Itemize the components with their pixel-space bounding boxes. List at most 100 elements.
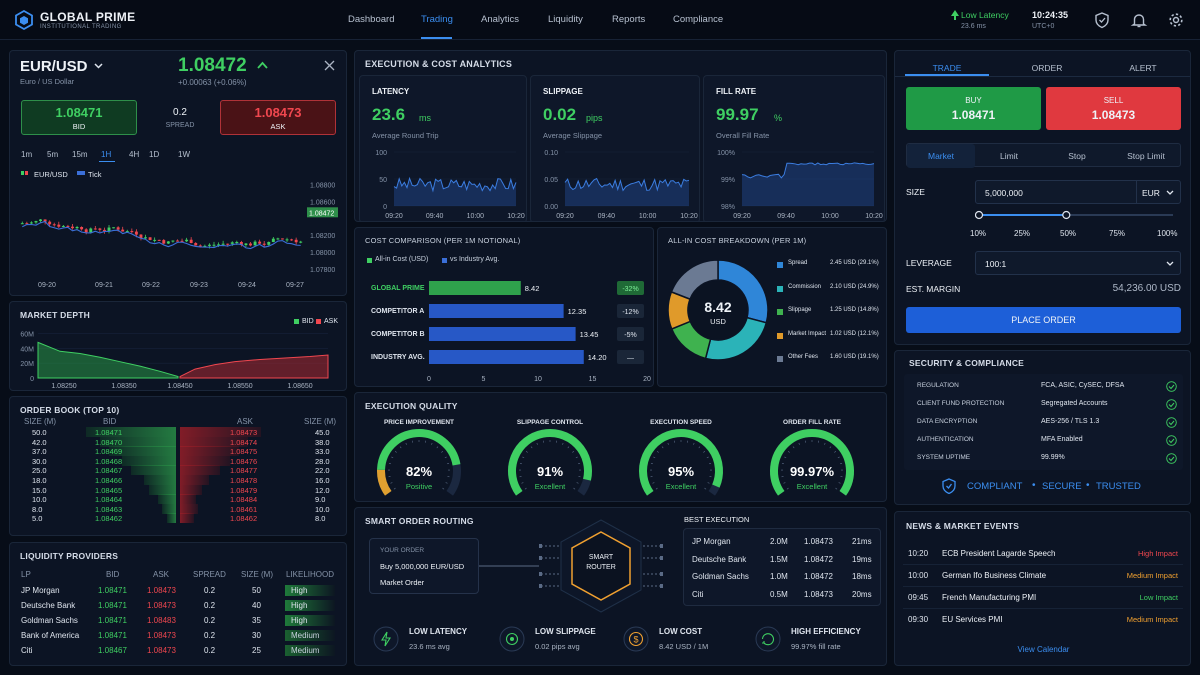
lp-row[interactable]: Goldman Sachs 1.08471 1.08483 0.2 35 High xyxy=(10,614,346,629)
depth-y-tick: 40M xyxy=(20,346,34,353)
lp-ask: 1.08473 xyxy=(147,631,176,640)
pair-symbol[interactable]: EUR/USD xyxy=(20,58,88,75)
news-row[interactable]: 10:00 German Ifo Business Climate Medium I… xyxy=(895,569,1190,589)
bid-size: 42.0 xyxy=(32,437,47,447)
order-book-row[interactable]: 30.0 1.08468 1.08476 28.0 xyxy=(10,455,346,466)
best-execution-title: BEST EXECUTION xyxy=(684,515,750,524)
gauge-tick xyxy=(693,442,695,445)
order-tab[interactable]: ORDER xyxy=(1031,63,1063,73)
order-book-row[interactable]: 15.0 1.08465 1.08479 12.0 xyxy=(10,484,346,495)
size-preset-100[interactable]: 100% xyxy=(1157,229,1178,238)
lp-row[interactable]: Deutsche Bank 1.08471 1.08473 0.2 40 High xyxy=(10,599,346,614)
timeframe-1m[interactable]: 1m xyxy=(21,150,33,159)
order-type-limit[interactable]: Limit xyxy=(1000,151,1018,161)
bid-depth-bar xyxy=(131,465,176,476)
timeframe-1h[interactable]: 1H xyxy=(101,150,112,159)
order-book-row[interactable]: 25.0 1.08467 1.08477 22.0 xyxy=(10,465,346,476)
best-execution-row[interactable]: Deutsche Bank 1.5M 1.08472 19ms xyxy=(684,555,880,570)
nav-dashboard[interactable]: Dashboard xyxy=(348,14,395,25)
timeframe-5m[interactable]: 5m xyxy=(47,150,59,159)
bid-price: 1.08464 xyxy=(95,495,123,505)
order-type-stop-limit[interactable]: Stop Limit xyxy=(1127,151,1165,161)
timeframe-4h[interactable]: 4H xyxy=(129,150,140,159)
order-book-row[interactable]: 37.0 1.08469 1.08475 33.0 xyxy=(10,446,346,457)
view-calendar-link[interactable]: View Calendar xyxy=(1017,645,1070,654)
order-book-row[interactable]: 8.0 1.08463 1.08461 10.0 xyxy=(10,503,346,514)
likelihood-bar xyxy=(285,600,335,611)
size-preset-50[interactable]: 50% xyxy=(1060,229,1077,238)
smart-order-routing-panel: SMART ORDER ROUTING YOUR ORDER Buy 5,000… xyxy=(354,507,887,666)
gauge-arc xyxy=(377,469,392,496)
shield-icon[interactable] xyxy=(1093,11,1111,29)
order-book-row[interactable]: 5.0 1.08462 1.08462 8.0 xyxy=(10,513,346,524)
close-icon[interactable] xyxy=(324,60,335,71)
nav-compliance[interactable]: Compliance xyxy=(673,14,724,25)
lp-row[interactable]: Bank of America 1.08471 1.08473 0.2 30 Medium xyxy=(10,629,346,644)
news-row[interactable]: 10:20 ECB President Lagarde Speech High Im… xyxy=(895,547,1190,567)
your-order-card: YOUR ORDER Buy 5,000,000 EUR/USD Market … xyxy=(369,538,479,594)
gauge-tick xyxy=(661,446,664,449)
timeframe-1w[interactable]: 1W xyxy=(178,150,190,159)
nav-trading[interactable]: Trading xyxy=(421,14,453,25)
size-preset-25[interactable]: 25% xyxy=(1014,229,1031,238)
candle xyxy=(239,241,243,246)
leverage-select[interactable]: 100:1 xyxy=(975,251,1181,275)
news-time: 10:00 xyxy=(908,571,929,580)
buy-price: 1.08471 xyxy=(951,107,996,122)
sell-button[interactable]: SELL 1.08473 xyxy=(1046,87,1181,130)
alert-tab[interactable]: ALERT xyxy=(1129,63,1157,73)
timeframe-15m[interactable]: 15m xyxy=(72,150,88,159)
bell-icon[interactable] xyxy=(1130,11,1148,29)
y-tick-label: 1.08800 xyxy=(310,183,335,190)
order-type-market[interactable]: Market xyxy=(907,144,975,168)
best-price: 1.08473 xyxy=(804,537,833,546)
place-order-button[interactable]: PLACE ORDER xyxy=(906,307,1181,333)
ask-size: 10.0 xyxy=(315,504,330,514)
best-execution-row[interactable]: Goldman Sachs 1.0M 1.08472 18ms xyxy=(684,572,880,587)
best-execution-row[interactable]: Citi 0.5M 1.08473 20ms xyxy=(684,590,880,605)
size-preset-10[interactable]: 10% xyxy=(970,229,987,238)
trade-tab[interactable]: TRADE xyxy=(932,63,962,73)
legend-name: Commission xyxy=(788,283,822,290)
order-type-stop[interactable]: Stop xyxy=(1068,151,1086,161)
target-icon xyxy=(499,626,525,652)
order-book-row[interactable]: 18.0 1.08466 1.08478 16.0 xyxy=(10,475,346,485)
order-book-row[interactable]: 42.0 1.08470 1.08474 38.0 xyxy=(10,436,346,447)
bid-depth-bar xyxy=(158,494,176,505)
order-book-row[interactable]: 10.0 1.08464 1.08484 9.0 xyxy=(10,494,346,505)
best-execution-row[interactable]: JP Morgan 2.0M 1.08473 21ms xyxy=(684,537,880,552)
chevron-down-icon[interactable] xyxy=(1166,261,1174,267)
chevron-down-icon[interactable] xyxy=(1166,190,1174,196)
size-slider[interactable] xyxy=(975,210,1181,220)
lp-row[interactable]: JP Morgan 1.08471 1.08473 0.2 50 High xyxy=(10,584,346,599)
bid-quote-button[interactable]: 1.08471 BID xyxy=(21,100,137,135)
size-input[interactable]: 5,000,000 EUR xyxy=(975,180,1181,204)
gauge-tick xyxy=(431,442,433,445)
order-book-row[interactable]: 50.0 1.08471 1.08473 45.0 xyxy=(10,427,346,437)
timeframe-1d[interactable]: 1D xyxy=(149,150,160,159)
ask-quote-button[interactable]: 1.08473 ASK xyxy=(220,100,336,135)
nav-liquidity[interactable]: Liquidity xyxy=(548,14,583,25)
lp-row[interactable]: Citi 1.08467 1.08473 0.2 25 Medium xyxy=(10,644,346,659)
candle xyxy=(253,241,257,246)
news-row[interactable]: 09:30 EU Services PMI Medium Impact xyxy=(895,613,1190,633)
news-row[interactable]: 09:45 French Manufacturing PMI Low Impact xyxy=(895,591,1190,611)
size-preset-75[interactable]: 75% xyxy=(1109,229,1126,238)
candle xyxy=(148,237,152,240)
buy-button[interactable]: BUY 1.08471 xyxy=(906,87,1041,130)
gauge-arc xyxy=(377,429,461,471)
fill-sub: Overall Fill Rate xyxy=(716,131,770,140)
lp-spread: 0.2 xyxy=(204,586,216,595)
nav-analytics[interactable]: Analytics xyxy=(481,14,520,25)
depth-y-tick: 60M xyxy=(20,331,34,338)
chevron-down-icon[interactable] xyxy=(94,62,103,70)
price-chart: 1.08800 1.08600 1.08472 1.08200 1.08000 1.078… xyxy=(20,183,338,289)
nav-reports[interactable]: Reports xyxy=(612,14,646,25)
y-tick-label: 1.08472 xyxy=(309,210,334,217)
candle xyxy=(189,239,193,244)
depth-x-tick: 1.08550 xyxy=(227,383,252,390)
legend-name: Slippage xyxy=(788,307,812,313)
currency-select[interactable]: EUR xyxy=(1142,188,1160,198)
candle xyxy=(171,240,175,242)
gear-icon[interactable] xyxy=(1167,11,1185,29)
